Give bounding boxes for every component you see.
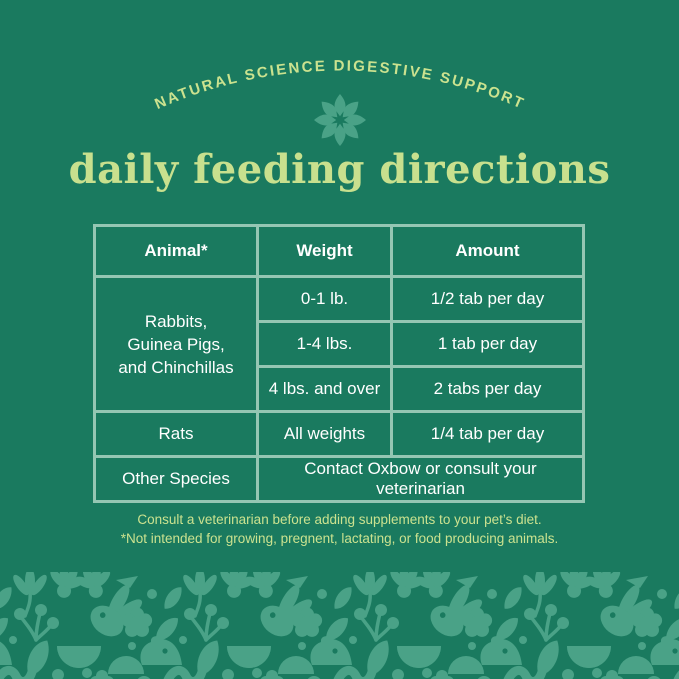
table-row: 4 lbs. and over 2 tabs per day	[95, 365, 585, 413]
footnote-line-2: *Not intended for growing, pregnent, lac…	[120, 531, 559, 546]
table-header-row: Animal* Weight Amount	[93, 224, 585, 278]
cell-weight-0-1: 0-1 lb.	[256, 275, 393, 323]
cell-animal-rats: Rats	[93, 410, 259, 458]
cell-weight-1-4: 1-4 lbs.	[256, 320, 393, 368]
footnote-line-1: Consult a veterinarian before adding sup…	[137, 512, 542, 527]
cell-weight-rats: All weights	[256, 410, 393, 458]
cell-amount-0-1: 1/2 tab per day	[390, 275, 585, 323]
star-cutout-icon	[331, 111, 349, 129]
cell-animal-other: Other Species	[93, 455, 259, 503]
cell-other-instruction: Contact Oxbow or consult your veterinari…	[256, 455, 585, 503]
cell-animal-rabbits-group: Rabbits, Guinea Pigs, and Chinchillas	[93, 275, 259, 413]
col-header-animal: Animal*	[93, 224, 259, 278]
table-row: 1-4 lbs. 1 tab per day	[95, 320, 585, 368]
col-header-weight: Weight	[256, 224, 393, 278]
table-row: Rabbits, Guinea Pigs, and Chinchillas 0-…	[93, 275, 585, 413]
table-row: Rats All weights 1/4 tab per day	[93, 410, 585, 458]
footnote: Consult a veterinarian before adding sup…	[0, 510, 679, 548]
page-title: daily feeding directions	[68, 146, 611, 193]
rabbit-botanical-pattern	[0, 572, 679, 679]
cell-amount-4-over: 2 tabs per day	[390, 365, 585, 413]
cell-weight-4-over: 4 lbs. and over	[256, 365, 393, 413]
cell-amount-rats: 1/4 tab per day	[390, 410, 585, 458]
col-header-amount: Amount	[390, 224, 585, 278]
cell-amount-1-4: 1 tab per day	[390, 320, 585, 368]
table-row: Other Species Contact Oxbow or consult y…	[93, 455, 585, 503]
flower-rosette-icon	[314, 94, 366, 146]
feeding-table: Animal* Weight Amount Rabbits, Guinea Pi…	[93, 224, 585, 503]
